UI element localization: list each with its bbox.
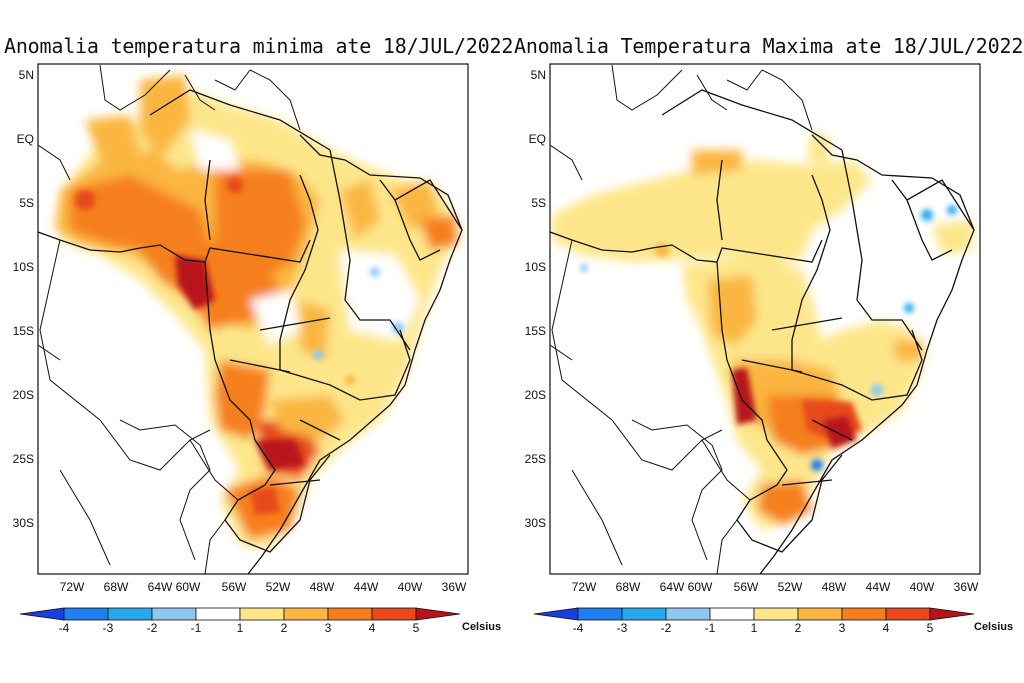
map-frame: [37, 63, 469, 575]
colorbar-swatch: [533, 607, 579, 621]
lat-label: 30S: [525, 516, 546, 530]
colorbar-tick: -2: [147, 621, 158, 635]
colorbar-tick: 2: [795, 621, 802, 635]
colorbar: [19, 607, 461, 621]
colorbar-tick: 1: [237, 621, 244, 635]
lon-label: 44W: [866, 580, 891, 594]
lon-label: 68W: [616, 580, 641, 594]
panel-title: Anomalia Temperatura Maxima ate 18/JUL/2…: [514, 34, 1024, 58]
max-temp-map: 5N EQ 5S 10S 15S 20S 25S 30S 72W 68W 64W…: [525, 63, 1013, 635]
lon-label: 44W: [354, 580, 379, 594]
lon-label: 40W: [910, 580, 935, 594]
colorbar-tick: -3: [103, 621, 114, 635]
colorbar-swatch: [63, 607, 109, 621]
colorbar-swatch: [753, 607, 799, 621]
lon-label: 60W: [688, 580, 713, 594]
colorbar-tick: -2: [661, 621, 672, 635]
lat-label: 5N: [19, 68, 34, 82]
lat-label: 5S: [531, 196, 546, 210]
lon-label: 72W: [60, 580, 85, 594]
colorbar-swatch: [283, 607, 329, 621]
colorbar-swatch: [621, 607, 667, 621]
lat-label: 15S: [525, 324, 546, 338]
map-frame: [549, 63, 981, 575]
lon-axis: 72W 68W 64W 60W 56W 52W 48W 44W 40W 36W: [60, 580, 467, 594]
lon-label: 68W: [104, 580, 129, 594]
colorbar-unit: Celsius: [462, 621, 501, 633]
colorbar-ticks: -4 -3 -2 -1 1 2 3 4 5: [59, 621, 420, 635]
colorbar-swatch: [929, 607, 975, 621]
colorbar-ticks: -4 -3 -2 -1 1 2 3 4 5: [573, 621, 934, 635]
colorbar-tick: -3: [617, 621, 628, 635]
lon-label: 52W: [778, 580, 803, 594]
lon-axis: 72W 68W 64W 60W 56W 52W 48W 44W 40W 36W: [572, 580, 979, 594]
colorbar-swatch: [577, 607, 623, 621]
min-temp-map: 5N EQ 5S 10S 15S 20S 25S 30S 72W 68W 64W…: [13, 63, 501, 635]
colorbar-tick: 3: [325, 621, 332, 635]
colorbar-tick: -4: [59, 621, 70, 635]
lat-label: 5N: [531, 68, 546, 82]
lon-label: 64W: [148, 580, 173, 594]
lon-label: 48W: [310, 580, 335, 594]
min-temp-panel: Anomalia temperatura minima ate 18/JUL/2…: [4, 34, 514, 635]
lat-label: 20S: [13, 388, 34, 402]
colorbar-swatch: [19, 607, 65, 621]
colorbar-tick: -1: [705, 621, 716, 635]
max-temp-panel: Anomalia Temperatura Maxima ate 18/JUL/2…: [512, 0, 1024, 683]
lat-label: 10S: [13, 260, 34, 274]
lon-label: 60W: [176, 580, 201, 594]
colorbar-swatch: [195, 607, 241, 621]
colorbar-swatch: [239, 607, 285, 621]
lon-label: 36W: [442, 580, 467, 594]
lon-label: 72W: [572, 580, 597, 594]
colorbar-swatch: [371, 607, 417, 621]
lat-label: 30S: [13, 516, 34, 530]
colorbar-tick: 3: [839, 621, 846, 635]
colorbar-tick: 5: [413, 621, 420, 635]
colorbar-tick: 4: [883, 621, 890, 635]
lon-label: 36W: [954, 580, 979, 594]
colorbar-swatch: [665, 607, 711, 621]
lat-label: 25S: [525, 452, 546, 466]
colorbar-swatch: [841, 607, 887, 621]
colorbar-swatch: [107, 607, 153, 621]
lon-label: 40W: [398, 580, 423, 594]
lon-label: 52W: [266, 580, 291, 594]
lon-label: 56W: [222, 580, 247, 594]
colorbar-tick: 2: [281, 621, 288, 635]
lon-label: 48W: [822, 580, 847, 594]
colorbar-tick: 1: [751, 621, 758, 635]
colorbar-tick: 5: [927, 621, 934, 635]
lat-axis: 5N EQ 5S 10S 15S 20S 25S 30S: [13, 68, 34, 530]
lat-axis: 5N EQ 5S 10S 15S 20S 25S 30S: [525, 68, 546, 530]
lat-label: 10S: [525, 260, 546, 274]
lat-label: 25S: [13, 452, 34, 466]
lat-label: 20S: [525, 388, 546, 402]
lon-label: 56W: [734, 580, 759, 594]
colorbar-swatch: [415, 607, 461, 621]
panel-title: Anomalia temperatura minima ate 18/JUL/2…: [4, 34, 514, 58]
colorbar-swatch: [797, 607, 843, 621]
colorbar-tick: -4: [573, 621, 584, 635]
colorbar-unit: Celsius: [974, 621, 1013, 633]
colorbar-swatch: [885, 607, 931, 621]
colorbar-swatch: [709, 607, 755, 621]
lat-label: EQ: [529, 132, 546, 146]
colorbar-tick: -1: [191, 621, 202, 635]
lat-label: 5S: [19, 196, 34, 210]
lat-label: 15S: [13, 324, 34, 338]
colorbar-swatch: [151, 607, 197, 621]
colorbar: [533, 607, 975, 621]
lon-label: 64W: [660, 580, 685, 594]
colorbar-tick: 4: [369, 621, 376, 635]
lat-label: EQ: [17, 132, 34, 146]
colorbar-swatch: [327, 607, 373, 621]
